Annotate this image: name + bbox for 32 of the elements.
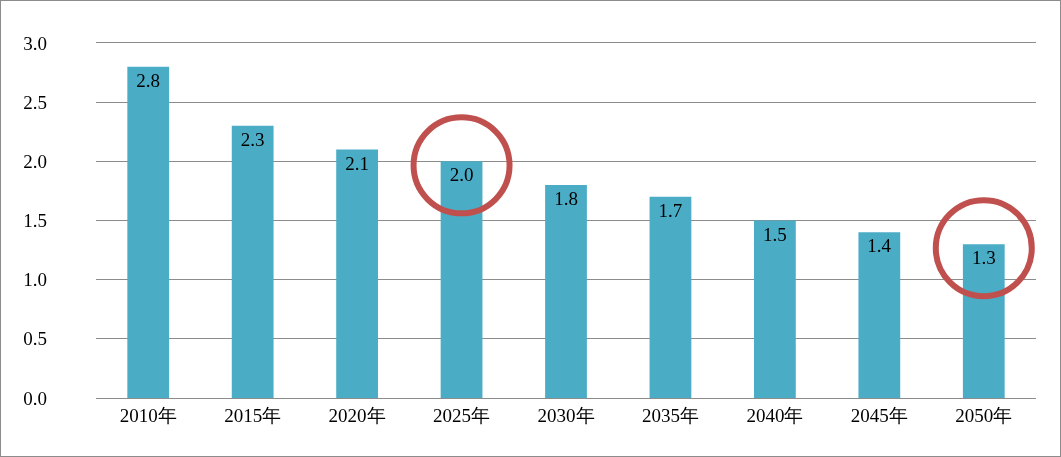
x-tick-label: 2050年 [955,404,1013,426]
bar [231,125,274,398]
y-tick-label: 1.5 [23,210,47,232]
data-label: 2.3 [240,128,265,150]
x-tick-label: 2010年 [119,404,177,426]
y-tick-label: 2.5 [23,91,47,113]
data-label: 2.8 [136,69,161,91]
y-tick-label: 1.0 [23,269,47,291]
bar [649,196,692,398]
x-tick-label: 2030年 [537,404,595,426]
x-tick-label: 2025年 [433,404,491,426]
data-label: 1.4 [867,235,892,257]
data-label: 2.1 [345,152,369,174]
x-tick-label: 2015年 [224,404,282,426]
bar [336,149,378,398]
data-label: 1.5 [763,223,787,245]
data-label: 2.0 [449,164,474,186]
y-tick-label: 2.0 [23,150,47,172]
data-label: 1.8 [554,188,578,209]
x-tick-label: 2035年 [641,404,699,426]
data-label: 1.7 [658,199,683,221]
bar [754,220,796,398]
y-tick-label: 0.5 [23,328,47,350]
bar [545,185,587,398]
x-tick-label: 2045年 [850,404,908,426]
bar [858,232,901,398]
y-tick-label: 3.0 [23,32,47,54]
y-tick-label: 0.0 [23,387,47,409]
bar [127,66,170,398]
data-label: 1.3 [971,247,996,269]
x-tick-label: 2040年 [746,404,804,426]
x-tick-label: 2020年 [328,404,386,426]
